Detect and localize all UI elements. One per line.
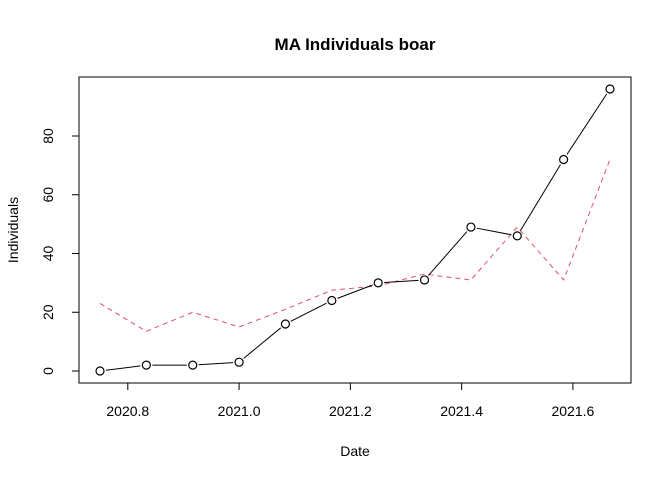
y-tick-label: 20 xyxy=(40,304,56,320)
x-axis-title: Date xyxy=(340,443,370,459)
series-layer xyxy=(95,84,615,376)
series-0-point xyxy=(559,154,569,165)
series-0-point xyxy=(95,366,105,376)
y-tick-label: 60 xyxy=(40,187,56,203)
series-0-segment xyxy=(384,279,419,283)
y-axis-title: Individuals xyxy=(5,197,21,263)
series-1-line xyxy=(99,159,611,332)
x-axis: 2020.8 2021.0 2021.2 2021.4 2021.6 xyxy=(106,382,595,419)
chart-title: MA Individuals boar xyxy=(275,35,436,54)
series-0-point xyxy=(373,278,383,288)
series-0-point xyxy=(512,231,522,241)
series-0-point xyxy=(605,84,615,94)
plot-frame xyxy=(78,76,632,384)
series-0-point xyxy=(419,275,430,285)
series-0-segment xyxy=(105,365,141,371)
series-0-point xyxy=(327,295,337,306)
series-0-segment xyxy=(198,362,234,366)
series-0-segment xyxy=(566,93,608,155)
series-0-point xyxy=(141,360,151,370)
y-tick-label: 0 xyxy=(40,367,56,375)
series-0-point xyxy=(188,360,198,370)
y-tick-label: 40 xyxy=(40,246,56,262)
series-0-segment xyxy=(243,327,282,359)
y-axis: 0 20 40 60 80 xyxy=(40,128,80,375)
series-0-segment xyxy=(428,231,468,276)
y-tick-label: 80 xyxy=(40,128,56,144)
series-0-segment xyxy=(290,302,327,322)
x-tick-label: 2021.6 xyxy=(551,403,594,419)
x-tick-label: 2021.0 xyxy=(218,403,261,419)
series-0-point xyxy=(280,319,291,329)
series-0-segment xyxy=(337,284,373,299)
series-0-point xyxy=(466,222,476,232)
series-0-segment xyxy=(476,227,512,236)
x-tick-label: 2021.4 xyxy=(440,403,483,419)
series-0-point xyxy=(234,357,244,367)
x-tick-label: 2020.8 xyxy=(106,403,149,419)
x-tick-label: 2021.2 xyxy=(329,403,372,419)
series-0-segment xyxy=(519,164,561,232)
